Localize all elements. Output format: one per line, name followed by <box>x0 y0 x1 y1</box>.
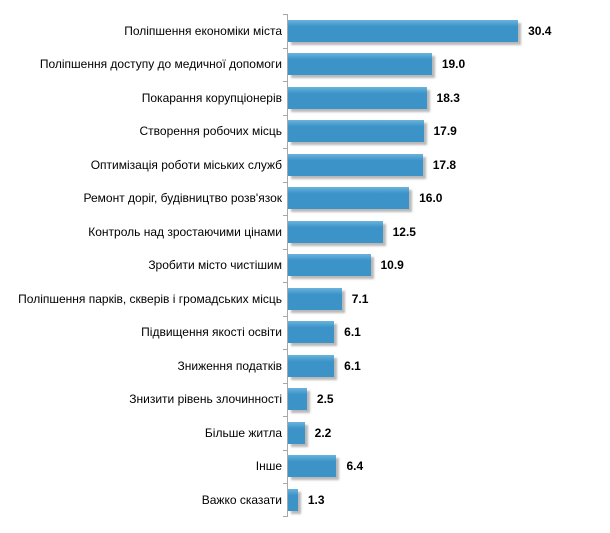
value-label: 7.1 <box>351 291 369 306</box>
bar-plot: 6.1 <box>287 354 610 377</box>
category-label: Зробити місто чистішим <box>148 258 282 273</box>
bar-row: Ремонт доріг, будівництво розв'язок 16.0 <box>0 182 610 216</box>
axis-tick <box>283 47 287 49</box>
bar-plot: 10.9 <box>287 254 610 277</box>
bar-plot: 6.1 <box>287 321 610 344</box>
bar-plot: 1.3 <box>287 488 610 511</box>
bar-plot: 19.0 <box>287 53 610 76</box>
category-label: Важко сказати <box>201 492 282 507</box>
bar-plot: 17.9 <box>287 120 610 143</box>
axis-tick <box>283 416 287 417</box>
category-label: Ремонт доріг, будівництво розв'язок <box>83 191 283 206</box>
category-label: Знизити рівень злочинності <box>129 392 282 407</box>
bar-row: Зниження податків 6.1 <box>0 349 610 383</box>
bar-row: Контроль над зростаючими цінами 12.5 <box>0 215 610 249</box>
bar <box>288 19 519 42</box>
bar-row: Важко сказати 1.3 <box>0 483 610 517</box>
bar <box>288 488 298 511</box>
value-label: 2.2 <box>314 425 332 440</box>
category-label: Покарання корупціонерів <box>141 90 282 105</box>
value-label: 12.5 <box>392 224 416 239</box>
bar-row: Знизити рівень злочинності 2.5 <box>0 383 610 417</box>
bar-row: Поліпшення економіки міста 30.4 <box>0 14 610 48</box>
axis-tick <box>283 81 287 82</box>
bar <box>288 421 305 444</box>
value-label: 2.5 <box>316 392 334 407</box>
bar <box>288 321 335 344</box>
axis-tick <box>283 181 287 183</box>
bar-row: Створення робочих місць 17.9 <box>0 115 610 149</box>
bar-plot: 2.2 <box>287 421 610 444</box>
bar-rows: Поліпшення економіки міста 30.4 Поліпшення… <box>0 14 610 517</box>
bar <box>288 120 424 143</box>
category-label: Контроль над зростаючими цінами <box>88 224 282 239</box>
category-label: Інше <box>255 459 282 474</box>
axis-tick <box>283 483 287 484</box>
bar <box>288 455 337 478</box>
bar <box>288 388 307 411</box>
bar-plot: 17.8 <box>287 153 610 176</box>
bar-row: Поліпшення доступу до медичної допомоги 1… <box>0 48 610 82</box>
bar <box>288 287 342 310</box>
category-label: Оптимізація роботи міських служб <box>90 157 282 172</box>
bar <box>288 53 432 76</box>
axis-tick <box>283 215 287 216</box>
bar-row: Підвищення якості освіти 6.1 <box>0 316 610 350</box>
bar-row: Більше житла 2.2 <box>0 416 610 450</box>
category-label: Підвищення якості освіти <box>141 325 282 340</box>
bar <box>288 187 410 210</box>
axis-tick <box>283 114 287 116</box>
axis-tick <box>283 515 287 517</box>
bar-plot: 16.0 <box>287 187 610 210</box>
axis-tick <box>283 248 287 250</box>
bar-row: Інше 6.4 <box>0 450 610 484</box>
bar-row: Зробити місто чистішим 10.9 <box>0 249 610 283</box>
value-label: 17.9 <box>433 124 457 139</box>
bar-row: Покарання корупціонерів 18.3 <box>0 81 610 115</box>
y-axis-line <box>283 14 288 517</box>
axis-tick <box>283 315 287 317</box>
category-label: Більше житла <box>204 425 282 440</box>
bar-plot: 2.5 <box>287 388 610 411</box>
bar <box>288 153 423 176</box>
axis-tick <box>283 14 287 15</box>
bar-plot: 18.3 <box>287 86 610 109</box>
value-label: 19.0 <box>441 57 466 72</box>
bar <box>288 254 371 277</box>
bar-plot: 7.1 <box>287 287 610 310</box>
value-label: 6.4 <box>346 459 364 474</box>
category-label: Поліпшення економіки міста <box>124 23 282 38</box>
bar-plot: 12.5 <box>287 220 610 243</box>
category-label: Створення робочих місць <box>139 124 282 139</box>
value-label: 18.3 <box>436 90 460 105</box>
category-label: Зниження податків <box>177 358 282 373</box>
axis-tick <box>283 382 287 384</box>
bar-row: Оптимізація роботи міських служб 17.8 <box>0 148 610 182</box>
axis-tick <box>283 449 287 451</box>
value-label: 17.8 <box>432 157 457 172</box>
bar-plot: 30.4 <box>287 19 610 42</box>
axis-tick <box>283 282 287 283</box>
bar <box>288 220 383 243</box>
value-label: 6.1 <box>344 325 361 340</box>
value-label: 6.1 <box>344 358 361 373</box>
bar-plot: 6.4 <box>287 455 610 478</box>
axis-tick <box>283 349 287 350</box>
bar <box>288 86 427 109</box>
value-label: 16.0 <box>419 191 443 206</box>
axis-tick <box>283 148 287 149</box>
value-label: 10.9 <box>380 258 404 273</box>
category-label: Поліпшення парків, скверів і громадських… <box>18 291 282 306</box>
category-label: Поліпшення доступу до медичної допомоги <box>39 57 282 72</box>
value-label: 1.3 <box>307 492 325 507</box>
bar-row: Поліпшення парків, скверів і громадських… <box>0 282 610 316</box>
bar <box>288 354 335 377</box>
value-label: 30.4 <box>528 23 552 38</box>
